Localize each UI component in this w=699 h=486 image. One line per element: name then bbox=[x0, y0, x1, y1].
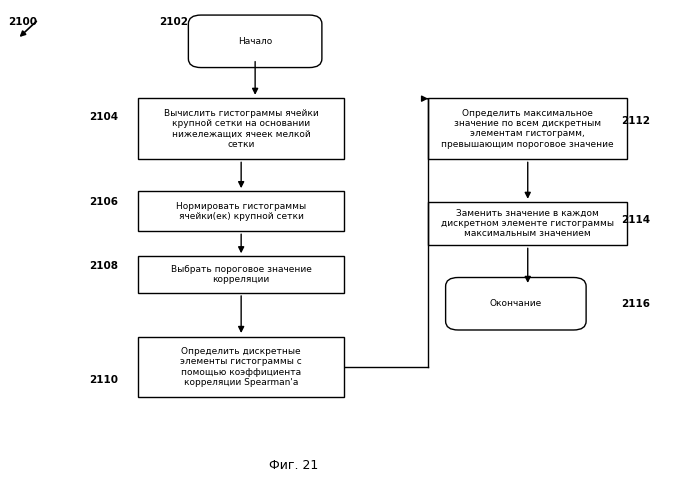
FancyBboxPatch shape bbox=[138, 257, 344, 293]
FancyBboxPatch shape bbox=[428, 202, 628, 245]
FancyBboxPatch shape bbox=[138, 98, 344, 159]
Text: Начало: Начало bbox=[238, 37, 272, 46]
FancyBboxPatch shape bbox=[446, 278, 586, 330]
FancyBboxPatch shape bbox=[138, 191, 344, 231]
Text: Окончание: Окончание bbox=[490, 299, 542, 308]
Text: 2104: 2104 bbox=[89, 112, 118, 122]
Text: Вычислить гистограммы ячейки
крупной сетки на основании
нижележащих ячеек мелкой: Вычислить гистограммы ячейки крупной сет… bbox=[164, 109, 319, 149]
Text: Нормировать гистограммы
ячейки(ек) крупной сетки: Нормировать гистограммы ячейки(ек) крупн… bbox=[176, 202, 306, 221]
Text: 2110: 2110 bbox=[89, 375, 118, 385]
Text: 2102: 2102 bbox=[159, 17, 188, 27]
FancyBboxPatch shape bbox=[138, 336, 344, 398]
Text: Определить дискретные
элементы гистограммы с
помощью коэффициента
корреляции Spe: Определить дискретные элементы гистограм… bbox=[180, 347, 302, 387]
FancyBboxPatch shape bbox=[428, 98, 628, 159]
Text: 2108: 2108 bbox=[89, 261, 118, 271]
Text: 2100: 2100 bbox=[8, 17, 37, 27]
Text: 2112: 2112 bbox=[621, 117, 651, 126]
Text: 2114: 2114 bbox=[621, 215, 651, 225]
Text: Фиг. 21: Фиг. 21 bbox=[269, 459, 318, 472]
FancyBboxPatch shape bbox=[188, 15, 322, 68]
Text: 2106: 2106 bbox=[89, 197, 118, 207]
Text: 2116: 2116 bbox=[621, 299, 651, 309]
Text: Выбрать пороговое значение
корреляции: Выбрать пороговое значение корреляции bbox=[171, 265, 312, 284]
Text: Заменить значение в каждом
дискретном элементе гистограммы
максимальным значение: Заменить значение в каждом дискретном эл… bbox=[441, 208, 614, 239]
Text: Определить максимальное
значение по всем дискретным
элементам гистограмм,
превыш: Определить максимальное значение по всем… bbox=[442, 109, 614, 149]
